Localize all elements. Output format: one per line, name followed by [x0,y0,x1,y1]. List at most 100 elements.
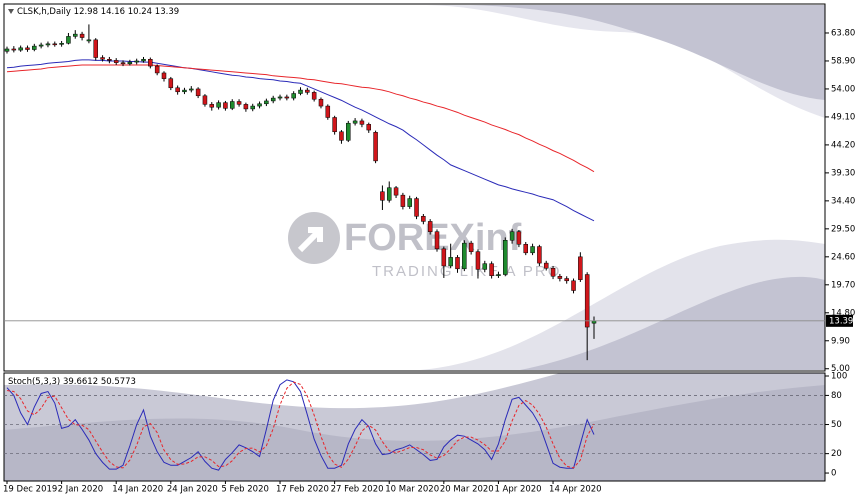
candle-body [434,231,440,250]
stoch-main-value: 39.6612 [63,377,98,387]
x-tick-label: 19 Dec 2019 [3,485,57,495]
watermark-arrow [297,227,323,253]
candle-body [45,43,51,46]
candle-body [107,58,112,61]
close-value: 13.39 [155,7,179,17]
candle-body [257,103,262,107]
candle-body [202,95,208,105]
candle-body [523,244,528,254]
candle-body [352,120,358,124]
candle-body [427,221,433,232]
candle-body [100,57,105,60]
candle-body [298,89,303,94]
candle-body [346,122,351,141]
y-tick-label: 39.30 [831,168,855,178]
x-tick-label: 14 Jan 2020 [112,485,163,495]
candle-body [503,240,508,275]
candle-body [216,102,221,108]
candle-body [318,98,324,107]
x-tick-label: 24 Jan 2020 [167,485,218,495]
candle-body [284,96,290,99]
indicator-line [6,59,595,222]
backdrop-wave [520,276,825,370]
x-tick-label: 17 Feb 2020 [276,485,329,495]
low-value: 10.24 [128,7,152,17]
indicator-line [6,381,595,469]
candle-body [359,120,365,125]
candle-body [305,89,310,93]
candle-body [134,60,139,63]
y-tick-label: 54.00 [831,84,855,94]
indicator-line [6,64,595,173]
stoch-title: Stoch(5,3,3) [8,377,60,387]
candle-body [148,58,153,67]
candle-body [25,47,30,50]
backdrop-wave [4,385,825,481]
candle-body [270,97,276,102]
candle-body [441,248,447,267]
candle-body [578,256,583,280]
open-value: 12.98 [74,7,98,17]
y-tick-label: 24.60 [831,252,855,262]
candle-body [475,251,481,270]
y-tick-label: 58.90 [831,56,855,66]
candle-body [38,44,44,47]
candle-body [407,198,412,207]
x-tick-label: 14 Apr 2020 [549,485,602,495]
x-tick-label: 5 Feb 2020 [221,485,269,495]
current-price-label: 13.39 [829,316,853,326]
candle-body [195,88,201,97]
candle-body [4,48,10,52]
x-tick-label: 1 Apr 2020 [494,485,541,495]
y-tick-label: 100 [831,372,847,382]
y-tick-label: 63.80 [831,28,855,38]
candle-body [468,242,474,252]
candle-body [11,48,17,51]
candle-body [339,131,344,141]
candle-body [414,198,419,217]
candle-body [175,87,180,93]
candle-body [482,263,488,270]
y-tick-label: 44.20 [831,140,855,150]
candle-body [537,246,542,264]
candle-body [141,58,146,62]
current-price-box [826,314,853,327]
candle-body [421,216,426,222]
candle-body [229,101,235,109]
x-tick-label: 20 Mar 2020 [440,485,494,495]
candle-body [154,65,160,74]
candle-body [66,36,71,44]
candle-body [393,187,399,196]
candle-body [291,93,296,99]
y-tick-label: 49.10 [831,112,855,122]
candle-body [79,33,85,38]
chart-header: CLSK,h,Daily 12.98 14.16 10.24 13.39 [17,7,179,17]
candle-body [182,89,187,93]
candle-body [496,274,501,276]
y-tick-label: 34.40 [831,196,855,206]
candle-body [32,45,37,50]
symbol: CLSK,h,Daily [17,7,71,17]
candle-body [564,278,569,282]
candle-body [543,262,549,269]
candle-body [52,43,58,46]
candle-body [113,60,119,63]
symbol-icon [8,9,14,14]
y-tick-label: 80 [831,391,842,401]
candle-body [73,33,78,37]
candle-body [161,72,167,79]
stoch-panel [3,372,826,482]
candle-body [325,105,331,118]
candle-body [509,231,515,241]
candle-body [550,267,556,277]
price-panel [3,3,826,372]
candle-body [400,194,406,207]
candle-body [557,275,563,279]
candle-body [366,124,372,131]
candle-body [189,88,194,91]
candle-body [373,132,378,162]
watermark-brand: FOREXinf [344,217,522,259]
watermark: FOREXinf TRADING LIKE A PRO [288,212,559,280]
high-value: 14.16 [101,7,125,17]
candle-body [93,39,98,58]
